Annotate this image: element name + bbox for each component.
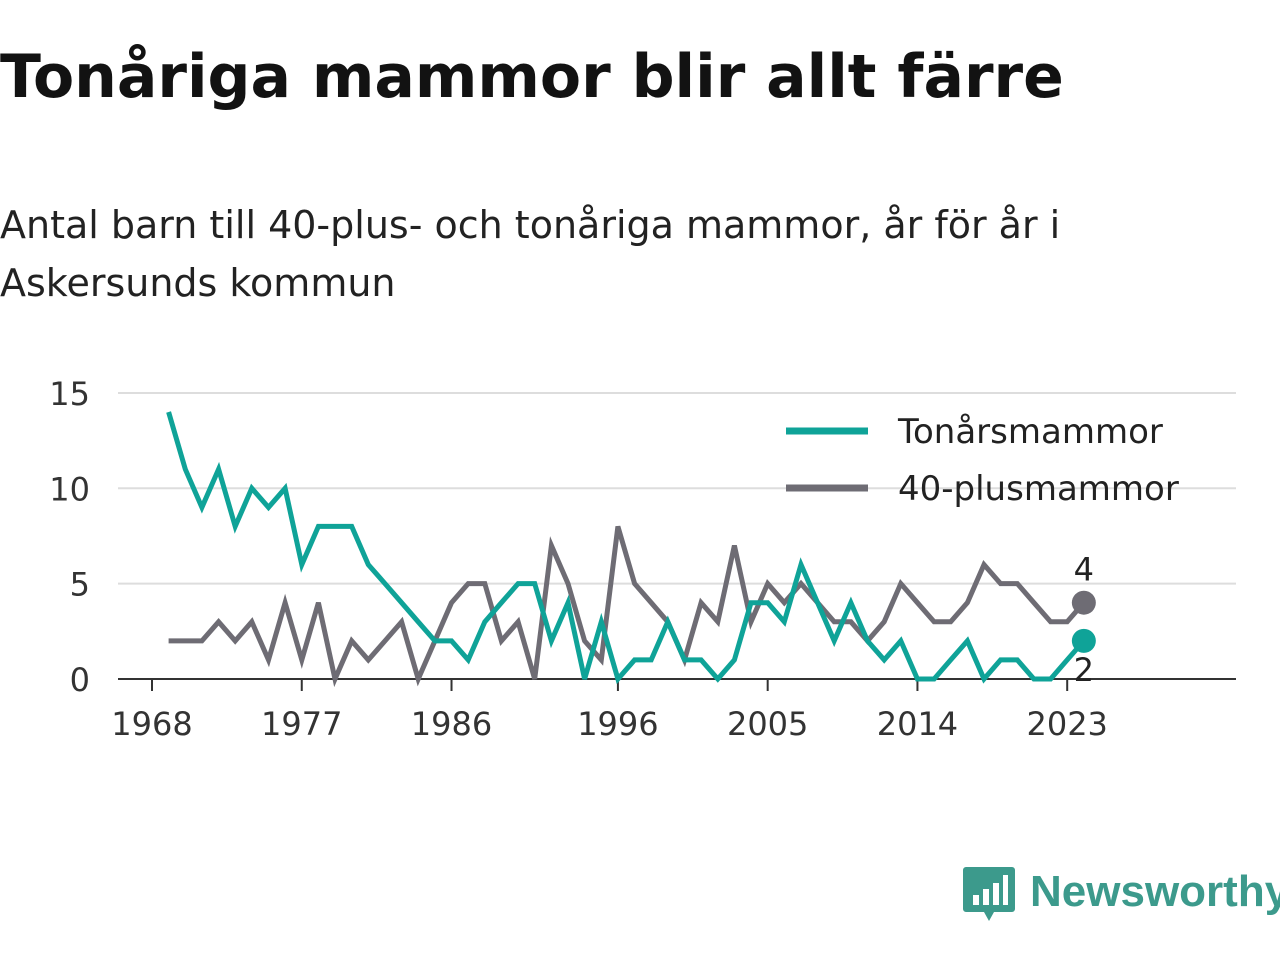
- chart-title: Tonåriga mammor blir allt färre: [0, 42, 1064, 112]
- gridlines: [118, 391, 1236, 585]
- chart-subtitle: Antal barn till 40-plus- och tonåriga ma…: [0, 203, 1061, 305]
- y-tick-label: 5: [70, 566, 90, 604]
- x-tick-label: 2005: [727, 705, 808, 743]
- x-tick-label: 2023: [1026, 705, 1107, 743]
- end-point-marker: [1071, 628, 1096, 653]
- x-tick-label: 1977: [261, 705, 342, 743]
- y-tick-label: 15: [49, 375, 90, 413]
- x-tick-label: 1996: [577, 705, 658, 743]
- newsworthy-logo: Newsworthy: [962, 862, 1280, 928]
- legend: Tonårsmammor 40-plusmammor: [786, 412, 1179, 509]
- x-tick-label: 1986: [411, 705, 492, 743]
- legend-label: 40-plusmammor: [898, 469, 1179, 509]
- end-value-label: 4: [1074, 551, 1094, 589]
- end-point-marker: [1071, 590, 1096, 615]
- bar-chart-icon: [963, 867, 1015, 921]
- y-tick-label: 10: [49, 470, 90, 508]
- logo-text: Newsworthy: [1030, 867, 1280, 916]
- end-value-label: 2: [1074, 651, 1094, 689]
- series-line: [168, 525, 1086, 688]
- y-tick-label: 0: [70, 661, 90, 699]
- x-tick-label: 2014: [877, 705, 958, 743]
- series-lines: 24: [166, 411, 1096, 689]
- axes: 0 5 10 15 1968 1977 1986 1996 2005 2014 2023: [49, 375, 1236, 743]
- x-tick-label: 1968: [111, 705, 192, 743]
- series-line: [166, 411, 1086, 685]
- legend-label: Tonårsmammor: [897, 412, 1163, 452]
